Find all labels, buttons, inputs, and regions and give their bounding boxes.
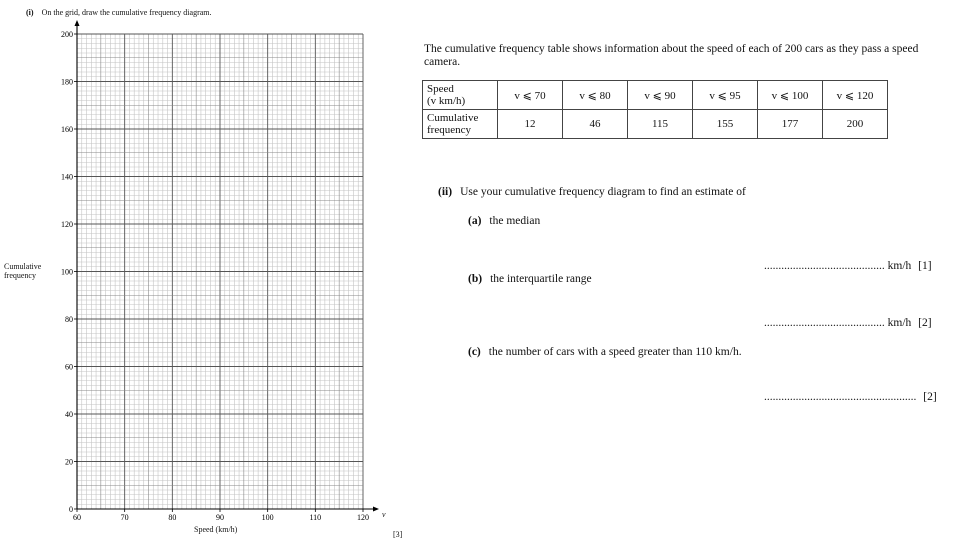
table-cell-frequency: 46 — [562, 109, 628, 139]
table-row-speed: Speed (v km/h) v ⩽ 70 v ⩽ 80 v ⩽ 90 v ⩽ … — [422, 80, 888, 110]
y-axis-label: Cumulative frequency — [4, 262, 41, 280]
answer-marks: [2] — [918, 317, 932, 329]
x-tick-label: 100 — [262, 513, 274, 522]
grid-major-lines — [76, 33, 364, 510]
table-row-frequency: Cumulative frequency 12 46 115 155 177 2… — [422, 109, 888, 139]
part-a-label: (a) — [468, 215, 482, 227]
answer-unit: km/h — [887, 260, 912, 272]
x-axis-arrow — [373, 506, 379, 512]
header-freq-line1: Cumulative — [427, 112, 479, 124]
x-axis-label: Speed (km/h) — [194, 525, 238, 534]
header-freq-line2: frequency — [427, 124, 471, 136]
part-i-instruction: (i) On the grid, draw the cumulative freq… — [26, 8, 212, 17]
part-i-text: On the grid, draw the cumulative frequen… — [41, 8, 212, 17]
part-a-question: (a) the median — [468, 215, 540, 227]
x-axis-symbol: v — [382, 510, 386, 519]
y-tick-label: 20 — [65, 458, 73, 467]
table-cell-class: v ⩽ 70 — [497, 80, 563, 110]
y-axis-arrow — [74, 20, 80, 26]
x-tick-label: 70 — [121, 513, 129, 522]
x-tick-label: 80 — [168, 513, 176, 522]
x-tick-labels: 60 70 80 90 100 110 120 — [73, 509, 369, 522]
table-cell-frequency: 12 — [497, 109, 563, 139]
intro-text: The cumulative frequency table shows inf… — [424, 43, 919, 68]
table-cell-class: v ⩽ 120 — [822, 80, 888, 110]
y-tick-label: 180 — [61, 78, 73, 87]
table-cell-class: v ⩽ 80 — [562, 80, 628, 110]
table-header-frequency: Cumulative frequency — [422, 109, 498, 139]
x-tick-label: 90 — [216, 513, 224, 522]
header-speed-line1: Speed — [427, 83, 454, 95]
header-speed-line2: (v km/h) — [427, 95, 466, 107]
part-a-text: the median — [489, 215, 541, 227]
part-c-question: (c) the number of cars with a speed great… — [468, 346, 742, 358]
answer-dots: ........................................… — [764, 317, 885, 329]
answer-dots: ........................................… — [764, 260, 885, 272]
answer-marks: [1] — [918, 260, 932, 272]
y-tick-label: 40 — [65, 410, 73, 419]
part-b-label: (b) — [468, 273, 483, 285]
part-c-label: (c) — [468, 346, 481, 358]
y-axis-label-line1: Cumulative — [4, 262, 42, 271]
x-tick-label: 110 — [309, 513, 321, 522]
table-header-speed: Speed (v km/h) — [422, 80, 498, 110]
cumulative-frequency-table: Speed (v km/h) v ⩽ 70 v ⩽ 80 v ⩽ 90 v ⩽ … — [422, 80, 888, 139]
y-tick-label: 100 — [61, 268, 73, 277]
answer-dots: ........................................… — [764, 391, 917, 403]
table-cell-frequency: 200 — [822, 109, 888, 139]
y-tick-label: 200 — [61, 30, 73, 39]
y-tick-label: 80 — [65, 315, 73, 324]
part-b-answer-line[interactable]: ........................................… — [764, 317, 932, 329]
answer-unit: km/h — [887, 317, 912, 329]
table-cell-frequency: 155 — [692, 109, 758, 139]
answer-marks: [2] — [923, 391, 937, 403]
part-i-marks: [3] — [393, 530, 403, 539]
grid-axes — [74, 20, 379, 512]
x-tick-label: 120 — [357, 513, 369, 522]
y-tick-label: 0 — [69, 505, 73, 514]
x-tick-label: 60 — [73, 513, 81, 522]
y-tick-label: 160 — [61, 125, 73, 134]
y-tick-label: 60 — [65, 363, 73, 372]
table-cell-frequency: 115 — [627, 109, 693, 139]
y-tick-label: 120 — [61, 220, 73, 229]
part-i-label: (i) — [26, 8, 34, 17]
part-ii-label: (ii) — [438, 186, 453, 198]
cumulative-frequency-grid[interactable]: 0 20 40 60 80 100 120 140 160 180 200 60 70 80 90 100 1… — [0, 0, 420, 540]
y-tick-labels: 0 20 40 60 80 100 120 140 160 180 200 — [61, 30, 77, 514]
table-cell-class: v ⩽ 95 — [692, 80, 758, 110]
table-cell-frequency: 177 — [757, 109, 823, 139]
y-axis-label-line2: frequency — [4, 271, 36, 280]
part-c-answer-line[interactable]: ........................................… — [764, 391, 937, 403]
y-tick-label: 140 — [61, 173, 73, 182]
table-cell-class: v ⩽ 100 — [757, 80, 823, 110]
part-ii-instruction: (ii) Use your cumulative frequency diagra… — [438, 186, 746, 198]
part-c-text: the number of cars with a speed greater … — [488, 346, 742, 358]
part-ii-text: Use your cumulative frequency diagram to… — [460, 186, 746, 198]
part-b-question: (b) the interquartile range — [468, 273, 592, 285]
table-cell-class: v ⩽ 90 — [627, 80, 693, 110]
part-b-text: the interquartile range — [490, 273, 592, 285]
part-a-answer-line[interactable]: ........................................… — [764, 260, 932, 272]
